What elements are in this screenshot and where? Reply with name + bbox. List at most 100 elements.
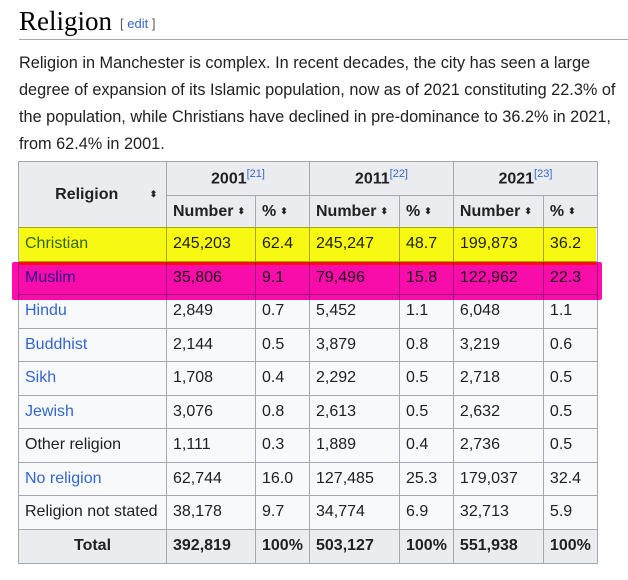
- total-number-cell: 503,127: [309, 528, 400, 564]
- number-cell: 2,613: [309, 394, 400, 429]
- column-header-number[interactable]: Number ⬍: [452, 195, 544, 228]
- percent-cell: 32.4: [542, 461, 598, 496]
- column-header-number[interactable]: Number ⬍: [309, 195, 400, 228]
- number-cell: 62,744: [166, 461, 256, 496]
- edit-section: [ edit ]: [120, 16, 155, 32]
- year-header-2: 2021[23]: [452, 161, 598, 196]
- percent-cell: 25.3: [399, 461, 454, 496]
- intro-paragraph: Religion in Manchester is complex. In re…: [19, 54, 616, 153]
- year-label: 2001: [211, 170, 247, 188]
- religion-cell: Religion not stated: [18, 495, 167, 530]
- percent-cell: 0.8: [399, 327, 454, 362]
- religion-cell: No religion: [18, 461, 167, 496]
- edit-bracket-open: [: [120, 16, 124, 31]
- sort-icon: ⬍: [380, 205, 388, 216]
- percent-cell: 5.9: [542, 495, 598, 530]
- column-header-religion[interactable]: Religion ⬍: [18, 161, 167, 228]
- column-header-number[interactable]: Number ⬍: [166, 195, 256, 228]
- percent-cell: 9.7: [255, 495, 310, 530]
- number-cell: 2,292: [309, 361, 400, 396]
- table-row: Sikh 1,708 0.4 2,292 0.5 2,718 0.5: [18, 361, 598, 396]
- number-cell: 38,178: [166, 495, 256, 530]
- total-label: Total: [18, 528, 167, 564]
- percent-cell: 0.5: [399, 394, 454, 429]
- number-cell: 3,219: [452, 327, 544, 362]
- sort-icon: ⬍: [280, 205, 288, 216]
- table-row: Other religion 1,111 0.3 1,889 0.4 2,736 0.5: [18, 428, 598, 463]
- total-percent-cell: 100%: [255, 528, 310, 564]
- column-header-percent[interactable]: % ⬍: [255, 195, 310, 228]
- sort-icon: ⬍: [149, 188, 158, 199]
- number-cell: 179,037: [452, 461, 544, 496]
- religion-link[interactable]: Hindu: [25, 302, 67, 320]
- percent-cell: 0.4: [255, 361, 310, 396]
- table-row: No religion 62,744 16.0 127,485 25.3 179,037 3…: [18, 461, 598, 496]
- total-number-cell: 392,819: [166, 528, 256, 564]
- column-header-label: %: [406, 202, 421, 220]
- percent-cell: 16.0: [255, 461, 310, 496]
- number-cell: 3,076: [166, 394, 256, 429]
- number-cell: 1,889: [309, 428, 400, 463]
- religion-link[interactable]: Buddhist: [25, 335, 88, 353]
- citation-ref[interactable]: [21]: [247, 168, 265, 180]
- edit-link[interactable]: edit: [127, 16, 149, 31]
- religion-link[interactable]: Jewish: [25, 402, 74, 420]
- number-cell: 2,718: [452, 361, 544, 396]
- citation-ref[interactable]: [22]: [390, 168, 408, 180]
- number-cell: 2,144: [166, 327, 256, 362]
- year-label: 2021: [498, 170, 535, 188]
- header-row-columns: Number ⬍% ⬍ Number ⬍% ⬍ Number ⬍% ⬍: [19, 195, 598, 228]
- highlight-muslim-row: [12, 262, 602, 300]
- number-cell: 34,774: [309, 495, 400, 530]
- religion-cell: Sikh: [18, 361, 167, 396]
- citation-link[interactable]: [21]: [246, 168, 265, 181]
- number-cell: 1,111: [166, 428, 256, 463]
- edit-bracket-close: ]: [151, 16, 156, 31]
- religion-table: Religion ⬍ 2001[21] 2011[22] 2021[23] Number ⬍…: [18, 161, 598, 564]
- sort-icon: ⬍: [424, 205, 432, 216]
- percent-cell: 0.3: [255, 428, 310, 463]
- section-heading-row: Religion [ edit ]: [19, 4, 619, 40]
- total-number-cell: 551,938: [452, 528, 544, 564]
- column-header-label: %: [262, 202, 277, 220]
- religion-cell: Jewish: [18, 394, 167, 429]
- percent-cell: 0.8: [255, 394, 310, 429]
- total-percent-cell: 100%: [542, 528, 598, 564]
- column-header-label: Religion: [55, 185, 119, 203]
- percent-cell: 0.5: [542, 361, 598, 396]
- percent-cell: 0.5: [255, 327, 310, 362]
- citation-link[interactable]: [22]: [389, 168, 408, 181]
- section-heading: Religion: [19, 6, 112, 36]
- citation-ref[interactable]: [23]: [534, 168, 552, 180]
- percent-cell: 0.5: [542, 428, 598, 463]
- column-header-percent[interactable]: % ⬍: [542, 195, 598, 228]
- religion-link[interactable]: Sikh: [25, 369, 57, 387]
- total-row: Total 392,819 100% 503,127 100% 551,938 100%: [18, 528, 598, 564]
- percent-cell: 0.6: [542, 327, 598, 362]
- citation-link[interactable]: [23]: [534, 168, 553, 181]
- year-label: 2011: [354, 170, 390, 188]
- column-header-label: Number: [173, 202, 234, 220]
- column-header-percent[interactable]: % ⬍: [399, 195, 454, 228]
- heading-divider: [19, 39, 628, 40]
- sort-icon: ⬍: [568, 205, 576, 216]
- percent-cell: 6.9: [399, 495, 454, 530]
- religion-cell: Other religion: [18, 428, 167, 463]
- number-cell: 2,736: [452, 428, 544, 463]
- year-header-1: 2011[22]: [309, 161, 454, 196]
- column-header-label: Number: [459, 202, 521, 220]
- sort-icon: ⬍: [524, 205, 532, 216]
- number-cell: 127,485: [309, 461, 400, 496]
- religion-cell: Buddhist: [18, 327, 167, 362]
- number-cell: 32,713: [452, 495, 544, 530]
- year-header-0: 2001[21]: [166, 161, 310, 196]
- table-row: Religion not stated 38,178 9.7 34,774 6.9 32,…: [18, 495, 598, 530]
- sort-icon: ⬍: [237, 205, 245, 216]
- religion-link[interactable]: No religion: [25, 469, 102, 487]
- total-percent-cell: 100%: [399, 528, 454, 564]
- number-cell: 3,879: [309, 327, 400, 362]
- header-row-years: Religion ⬍ 2001[21] 2011[22] 2021[23]: [18, 161, 598, 228]
- column-header-label: Number: [316, 202, 377, 220]
- table-row: Jewish 3,076 0.8 2,613 0.5 2,632 0.5: [18, 394, 598, 429]
- percent-cell: 0.5: [542, 394, 598, 429]
